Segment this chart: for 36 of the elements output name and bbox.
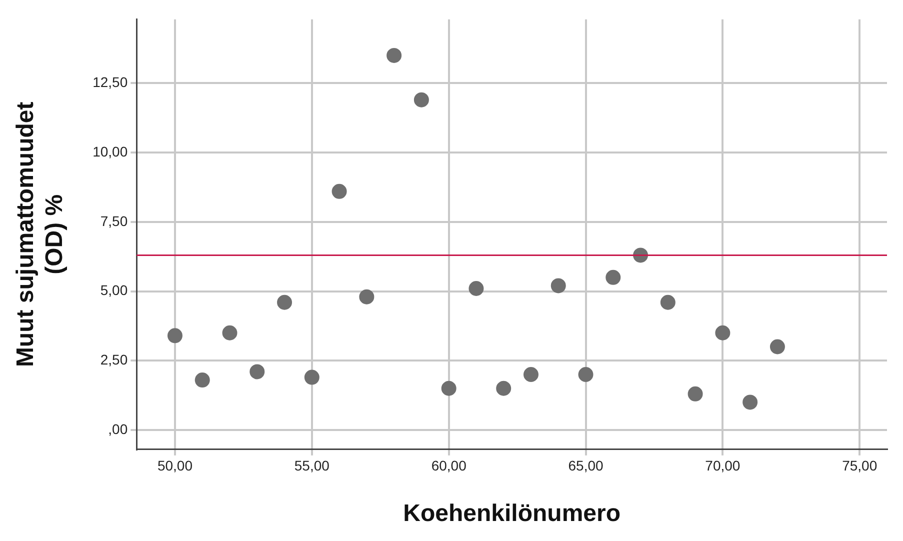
x-axis-title: Koehenkilönumero xyxy=(403,500,620,528)
point xyxy=(359,289,374,304)
point xyxy=(496,380,512,396)
point xyxy=(167,328,182,344)
y-tick-label: ,00 xyxy=(108,420,128,437)
point xyxy=(386,48,402,63)
point xyxy=(660,294,676,310)
y-axis-title: Muut sujumattomuudet (OD) % xyxy=(12,102,68,368)
point xyxy=(441,380,456,396)
point xyxy=(222,325,238,340)
point xyxy=(688,386,703,402)
y-tick-label: 12,50 xyxy=(92,74,128,90)
point xyxy=(770,339,785,354)
x-tick-label: 70,00 xyxy=(705,458,740,474)
point xyxy=(277,294,292,310)
point xyxy=(742,394,758,410)
point xyxy=(715,325,730,340)
point xyxy=(250,364,265,380)
point xyxy=(468,280,484,296)
y-tick-label: 2,50 xyxy=(100,351,128,368)
x-tick-label: 55,00 xyxy=(294,458,330,474)
y-tick-label: 5,00 xyxy=(100,282,128,298)
point xyxy=(578,366,594,382)
point xyxy=(606,270,621,285)
y-tick-label: 7,50 xyxy=(100,212,128,229)
x-tick-label: 65,00 xyxy=(568,458,604,474)
point xyxy=(414,92,429,108)
point xyxy=(523,366,538,382)
y-tick-label: 10,00 xyxy=(92,143,128,160)
point xyxy=(304,370,320,385)
point xyxy=(194,372,210,388)
x-tick-label: 50,00 xyxy=(157,458,193,474)
x-tick-label: 60,00 xyxy=(431,458,467,474)
x-tick-label: 75,00 xyxy=(842,458,878,474)
point xyxy=(332,184,347,199)
point xyxy=(550,278,566,294)
